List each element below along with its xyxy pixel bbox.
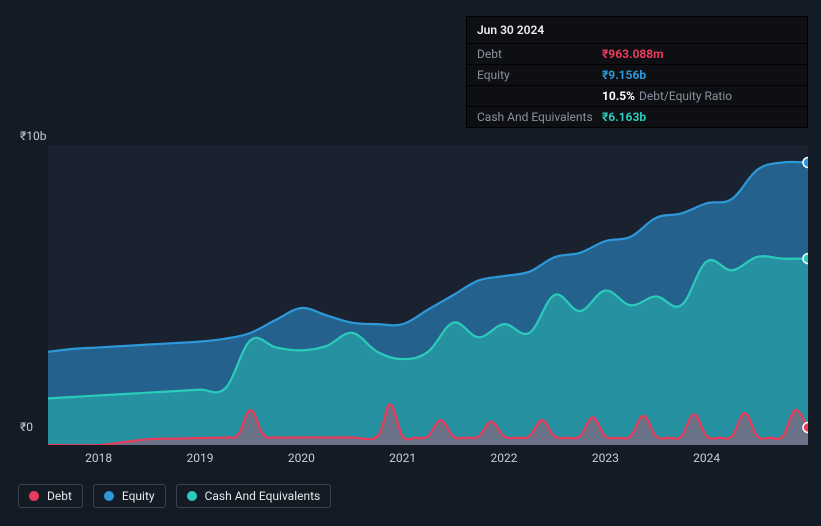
legend-label: Equity xyxy=(122,489,155,503)
x-axis-label: 2024 xyxy=(693,451,720,465)
tooltip-date: Jun 30 2024 xyxy=(467,17,807,44)
tooltip-row-label: Cash And Equivalents xyxy=(477,110,602,124)
tooltip-row-value: 10.5%Debt/Equity Ratio xyxy=(602,89,797,103)
legend-swatch xyxy=(104,491,114,501)
tooltip-row: Cash And Equivalents₹6.163b xyxy=(467,107,807,127)
tooltip-row-value: ₹6.163b xyxy=(602,110,797,124)
tooltip-row-value: ₹963.088m xyxy=(602,47,797,61)
tooltip-row: 10.5%Debt/Equity Ratio xyxy=(467,86,807,107)
legend-item-equity[interactable]: Equity xyxy=(93,484,166,508)
tooltip-row-label xyxy=(477,89,602,103)
legend-swatch xyxy=(29,491,39,501)
y-axis-label: ₹10b xyxy=(20,129,46,143)
tooltip-row-label: Equity xyxy=(477,68,602,82)
x-axis-label: 2023 xyxy=(592,451,619,465)
x-axis-label: 2022 xyxy=(491,451,518,465)
tooltip-panel: Jun 30 2024 Debt₹963.088mEquity₹9.156b10… xyxy=(466,16,808,128)
legend-swatch xyxy=(187,491,197,501)
legend-label: Cash And Equivalents xyxy=(205,489,321,503)
tooltip-row-label: Debt xyxy=(477,47,602,61)
legend: Debt Equity Cash And Equivalents xyxy=(18,484,331,508)
tooltip-row: Equity₹9.156b xyxy=(467,65,807,86)
tooltip-row: Debt₹963.088m xyxy=(467,44,807,65)
legend-item-cash-and-equivalents[interactable]: Cash And Equivalents xyxy=(176,484,332,508)
legend-label: Debt xyxy=(47,489,72,503)
series-end-marker-equity xyxy=(803,157,808,167)
chart-plot-area xyxy=(48,145,808,445)
series-end-marker-cash-and-equivalents xyxy=(803,254,808,264)
legend-item-debt[interactable]: Debt xyxy=(18,484,83,508)
series-end-marker-debt xyxy=(803,423,808,433)
y-axis-label: ₹0 xyxy=(20,420,33,434)
x-axis-label: 2021 xyxy=(389,451,416,465)
x-axis-label: 2019 xyxy=(187,451,214,465)
x-axis-label: 2020 xyxy=(288,451,315,465)
tooltip-row-value: ₹9.156b xyxy=(602,68,797,82)
x-axis-label: 2018 xyxy=(85,451,112,465)
